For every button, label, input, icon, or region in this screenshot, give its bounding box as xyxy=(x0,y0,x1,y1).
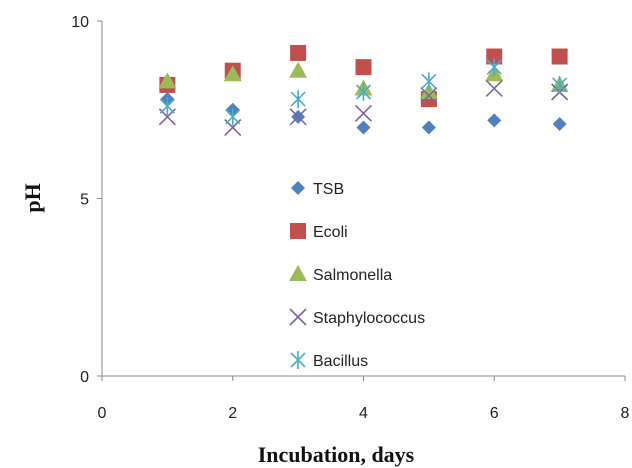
legend-marker-triangle xyxy=(289,265,307,281)
legend-label: Staphylococcus xyxy=(313,310,425,327)
x-tick-label: 4 xyxy=(359,405,368,422)
legend-marker-star xyxy=(290,351,306,369)
data-point-salmonella xyxy=(419,83,438,99)
y-tick-label: 10 xyxy=(71,14,89,31)
data-point-staphylococcus xyxy=(485,79,503,98)
y-tick-label: 0 xyxy=(80,369,89,386)
data-point-tsb xyxy=(487,113,502,128)
data-point-ecoli xyxy=(551,48,568,65)
data-point-bacillus xyxy=(552,75,568,94)
legend-label: Ecoli xyxy=(313,224,348,241)
legend-label: TSB xyxy=(313,181,344,198)
legend-marker-square xyxy=(290,223,306,239)
legend-marker-diamond xyxy=(291,181,305,195)
data-point-bacillus xyxy=(225,107,241,126)
legend-label: Bacillus xyxy=(313,353,368,370)
data-point-tsb xyxy=(356,120,371,135)
tick-labels: 0 2 4 6 8 0 5 10 xyxy=(71,14,629,422)
x-tick-label: 8 xyxy=(621,405,630,422)
legend-label: Salmonella xyxy=(313,267,392,284)
x-tick-label: 6 xyxy=(490,405,499,422)
x-tick-label: 0 xyxy=(98,405,107,422)
data-point-ecoli xyxy=(290,44,307,61)
data-point-staphylococcus xyxy=(354,104,373,122)
data-point-tsb xyxy=(552,116,567,131)
data-point-salmonella xyxy=(223,65,242,82)
data-point-bacillus xyxy=(486,58,502,77)
data-point-bacillus xyxy=(290,90,306,109)
data-point-staphylococcus xyxy=(420,86,438,105)
x-axis-title: Incubation, days xyxy=(258,442,415,467)
data-point-tsb xyxy=(421,120,436,135)
data-point-bacillus xyxy=(355,83,372,101)
y-axis-title: pH xyxy=(20,183,45,212)
legend: TSB Ecoli Salmonella Staphylococcus Bacillus xyxy=(289,181,425,370)
data-point-salmonella xyxy=(158,72,177,89)
data-point-staphylococcus xyxy=(289,108,307,126)
data-point-salmonella xyxy=(289,61,308,78)
data-point-ecoli xyxy=(355,59,372,76)
data-point-bacillus xyxy=(421,72,437,91)
y-tick-label: 5 xyxy=(80,192,89,209)
data-point-bacillus xyxy=(159,97,175,116)
data-points xyxy=(158,44,569,137)
legend-marker-x xyxy=(289,308,307,326)
x-tick-label: 2 xyxy=(228,405,237,422)
data-point-ecoli xyxy=(486,48,503,65)
